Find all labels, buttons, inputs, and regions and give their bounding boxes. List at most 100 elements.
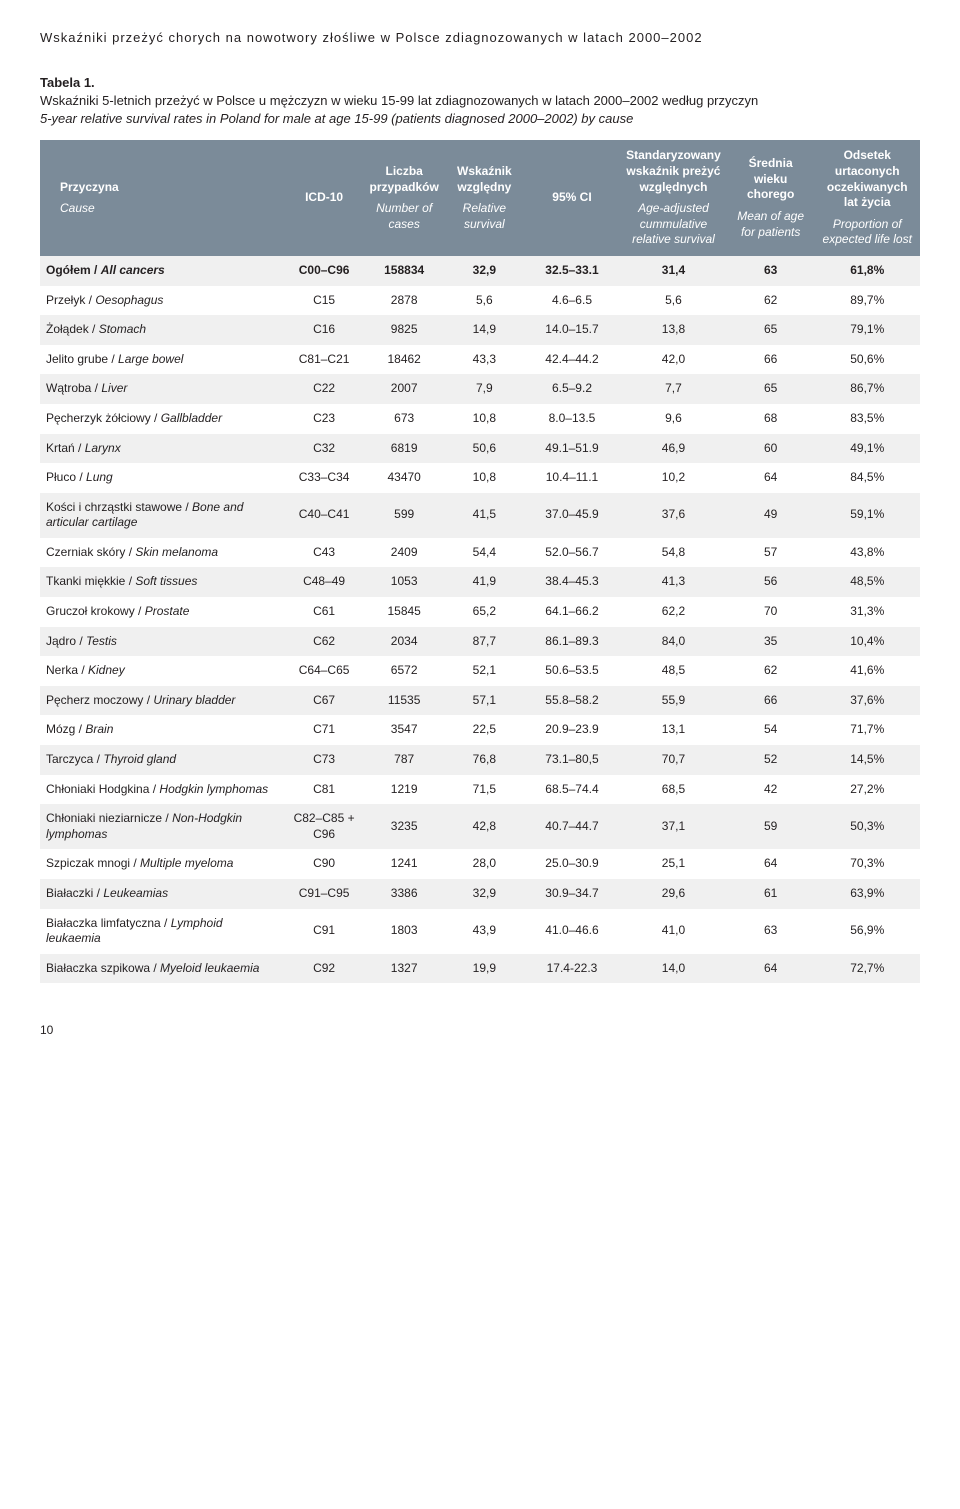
row-icd: C40–C41: [285, 493, 364, 538]
row-ci: 14.0–15.7: [524, 315, 620, 345]
cause-pl: Przełyk /: [46, 293, 95, 307]
table-label: Tabela 1.: [40, 75, 920, 90]
row-relative: 10,8: [445, 404, 524, 434]
cause-en: Thyroid gland: [103, 752, 176, 766]
row-cases: 2878: [363, 286, 444, 316]
cause-en: Kidney: [88, 663, 125, 677]
row-adjusted: 14,0: [620, 954, 727, 984]
cause-en: Skin melanoma: [135, 545, 218, 559]
row-ci: 4.6–6.5: [524, 286, 620, 316]
row-lost: 37,6%: [814, 686, 920, 716]
row-cause: Białaczka limfatyczna / Lymphoid leukaem…: [40, 909, 285, 954]
row-lost: 79,1%: [814, 315, 920, 345]
row-adjusted: 37,6: [620, 493, 727, 538]
table-row: Przełyk / OesophagusC1528785,64.6–6.55,6…: [40, 286, 920, 316]
row-ci: 32.5–33.1: [524, 256, 620, 286]
row-lost: 89,7%: [814, 286, 920, 316]
row-icd: C90: [285, 849, 364, 879]
row-adjusted: 62,2: [620, 597, 727, 627]
row-lost: 83,5%: [814, 404, 920, 434]
table-row: Gruczoł krokowy / ProstateC611584565,264…: [40, 597, 920, 627]
column-header-en: Relative survival: [451, 201, 518, 232]
row-icd: C73: [285, 745, 364, 775]
cause-en: Testis: [86, 634, 117, 648]
row-relative: 19,9: [445, 954, 524, 984]
cause-en: Lung: [86, 470, 113, 484]
table-row: Tarczyca / Thyroid glandC7378776,873.1–8…: [40, 745, 920, 775]
table-row: Żołądek / StomachC16982514,914.0–15.713,…: [40, 315, 920, 345]
row-icd: C16: [285, 315, 364, 345]
row-ci: 42.4–44.2: [524, 345, 620, 375]
row-cases: 1803: [363, 909, 444, 954]
row-age: 63: [727, 909, 815, 954]
cause-pl: Wątroba /: [46, 381, 101, 395]
cause-en: Multiple myeloma: [140, 856, 233, 870]
row-cases: 1241: [363, 849, 444, 879]
row-cause: Szpiczak mnogi / Multiple myeloma: [40, 849, 285, 879]
row-icd: C71: [285, 715, 364, 745]
row-icd: C92: [285, 954, 364, 984]
cause-pl: Pęcherzyk żółciowy /: [46, 411, 161, 425]
row-cases: 43470: [363, 463, 444, 493]
table-row: Mózg / BrainC71354722,520.9–23.913,15471…: [40, 715, 920, 745]
row-age: 62: [727, 656, 815, 686]
page-header: Wskaźniki przeżyć chorych na nowotwory z…: [40, 30, 920, 45]
row-ci: 10.4–11.1: [524, 463, 620, 493]
row-lost: 10,4%: [814, 627, 920, 657]
cause-en: Myeloid leukaemia: [160, 961, 259, 975]
row-adjusted: 10,2: [620, 463, 727, 493]
row-ci: 30.9–34.7: [524, 879, 620, 909]
row-adjusted: 37,1: [620, 804, 727, 849]
row-relative: 65,2: [445, 597, 524, 627]
row-cause: Nerka / Kidney: [40, 656, 285, 686]
row-adjusted: 48,5: [620, 656, 727, 686]
column-header-en: Age-adjusted cummulative relative surviv…: [626, 201, 721, 248]
row-age: 68: [727, 404, 815, 434]
row-lost: 72,7%: [814, 954, 920, 984]
row-cause: Żołądek / Stomach: [40, 315, 285, 345]
row-age: 35: [727, 627, 815, 657]
table-row: Nerka / KidneyC64–C65657252,150.6–53.548…: [40, 656, 920, 686]
row-ci: 8.0–13.5: [524, 404, 620, 434]
row-age: 60: [727, 434, 815, 464]
row-lost: 56,9%: [814, 909, 920, 954]
column-header: Standaryzowany wskaźnik preżyć względnyc…: [620, 140, 727, 256]
row-relative: 7,9: [445, 374, 524, 404]
row-lost: 59,1%: [814, 493, 920, 538]
row-cause: Płuco / Lung: [40, 463, 285, 493]
cause-pl: Białaczki /: [46, 886, 103, 900]
table-header: PrzyczynaCauseICD-10Liczba przypadkówNum…: [40, 140, 920, 256]
cause-pl: Jelito grube /: [46, 352, 118, 366]
page-number: 10: [40, 1023, 920, 1037]
table-row: Chłoniaki Hodgkina / Hodgkin lymphomasC8…: [40, 775, 920, 805]
cause-pl: Krtań /: [46, 441, 85, 455]
cause-en: Large bowel: [118, 352, 183, 366]
table-row: Chłoniaki nieziarnicze / Non-Hodgkin lym…: [40, 804, 920, 849]
row-age: 62: [727, 286, 815, 316]
row-age: 65: [727, 315, 815, 345]
cause-pl: Kości i chrząstki stawowe /: [46, 500, 192, 514]
row-adjusted: 7,7: [620, 374, 727, 404]
row-relative: 76,8: [445, 745, 524, 775]
row-cases: 673: [363, 404, 444, 434]
cause-pl: Czerniak skóry /: [46, 545, 135, 559]
row-ci: 40.7–44.7: [524, 804, 620, 849]
row-cases: 3386: [363, 879, 444, 909]
table-row: Pęcherz moczowy / Urinary bladderC671153…: [40, 686, 920, 716]
row-ci: 25.0–30.9: [524, 849, 620, 879]
cause-pl: Jądro /: [46, 634, 86, 648]
row-lost: 41,6%: [814, 656, 920, 686]
cause-en: Leukeamias: [103, 886, 168, 900]
row-age: 52: [727, 745, 815, 775]
row-relative: 14,9: [445, 315, 524, 345]
row-cases: 1053: [363, 567, 444, 597]
row-ci: 68.5–74.4: [524, 775, 620, 805]
row-icd: C32: [285, 434, 364, 464]
table-row: Białaczka szpikowa / Myeloid leukaemiaC9…: [40, 954, 920, 984]
row-age: 54: [727, 715, 815, 745]
row-lost: 86,7%: [814, 374, 920, 404]
row-cases: 6572: [363, 656, 444, 686]
row-cases: 9825: [363, 315, 444, 345]
row-adjusted: 41,3: [620, 567, 727, 597]
row-age: 56: [727, 567, 815, 597]
